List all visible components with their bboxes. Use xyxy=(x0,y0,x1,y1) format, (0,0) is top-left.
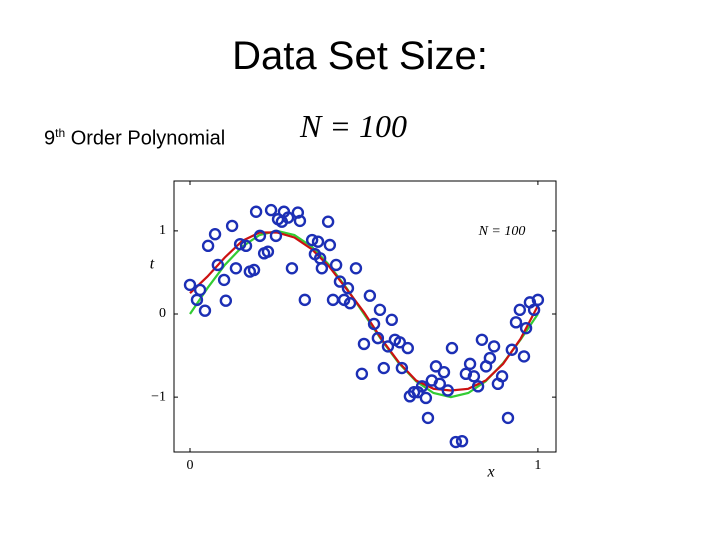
data-point xyxy=(315,262,329,275)
data-point xyxy=(239,239,253,253)
data-point xyxy=(393,336,406,349)
data-point xyxy=(463,357,477,371)
data-point xyxy=(367,317,381,331)
data-point xyxy=(323,238,337,252)
x-tick-label: 1 xyxy=(534,458,541,473)
data-point xyxy=(441,384,455,397)
data-point xyxy=(475,333,489,346)
data-point xyxy=(253,229,267,243)
formula: N = 100 xyxy=(300,108,407,145)
data-point xyxy=(305,233,319,247)
curve xyxy=(189,231,539,392)
data-point xyxy=(487,340,501,353)
data-point xyxy=(208,228,222,241)
data-point xyxy=(249,205,263,218)
data-point xyxy=(349,262,363,275)
data-point xyxy=(513,303,527,317)
data-point xyxy=(293,214,307,228)
data-point xyxy=(381,340,395,353)
data-point xyxy=(355,367,369,381)
data-point xyxy=(190,293,204,307)
y-tick-label: 0 xyxy=(159,306,166,321)
data-point xyxy=(433,377,446,391)
data-point xyxy=(285,262,299,275)
x-tick-label: 0 xyxy=(187,458,194,473)
data-point xyxy=(437,365,451,379)
data-point xyxy=(407,385,421,399)
data-point xyxy=(183,278,197,292)
data-point xyxy=(225,219,239,233)
data-point xyxy=(429,360,443,373)
data-point xyxy=(298,293,312,307)
data-point xyxy=(505,343,519,356)
data-point xyxy=(455,434,469,448)
data-point xyxy=(291,206,305,219)
data-point xyxy=(343,296,357,310)
x-axis-label: x xyxy=(486,464,494,481)
data-point xyxy=(217,273,231,287)
data-point xyxy=(467,370,481,383)
data-point xyxy=(483,351,497,365)
slide-title: Data Set Size: xyxy=(232,34,488,78)
data-point xyxy=(519,321,533,335)
order-text: Order Polynomial xyxy=(70,127,226,150)
data-point xyxy=(321,215,335,228)
data-point xyxy=(373,303,387,317)
subtitle: 9th Order Polynomial xyxy=(44,126,225,151)
data-point xyxy=(329,258,343,272)
data-point xyxy=(501,411,515,425)
data-point xyxy=(517,350,531,363)
data-point xyxy=(421,411,435,425)
annotation: N = 100 xyxy=(478,224,526,239)
data-point xyxy=(341,282,355,295)
y-axis-label: t xyxy=(150,256,155,273)
data-point xyxy=(371,331,385,345)
data-point xyxy=(261,245,275,258)
formula-text: N = 100 xyxy=(300,108,407,144)
data-point xyxy=(385,313,398,327)
order-number: 9 xyxy=(44,127,56,150)
data-point xyxy=(333,275,347,288)
data-point xyxy=(377,361,390,375)
data-point xyxy=(211,258,225,272)
data-point xyxy=(419,391,433,405)
data-point xyxy=(531,293,545,307)
data-point xyxy=(459,367,473,381)
data-point xyxy=(219,294,233,307)
data-point xyxy=(233,237,247,251)
data-point xyxy=(269,229,283,243)
data-point xyxy=(201,239,215,253)
data-point xyxy=(395,361,409,375)
y-tick-label: −1 xyxy=(151,389,166,404)
data-point xyxy=(471,380,485,393)
data-point xyxy=(527,303,541,317)
order-suffix: th xyxy=(55,126,66,140)
data-point xyxy=(363,289,377,302)
data-point xyxy=(264,203,278,217)
data-point xyxy=(281,211,295,224)
y-tick-label: 1 xyxy=(159,223,166,238)
data-point xyxy=(495,370,509,383)
data-point xyxy=(247,263,261,277)
data-point xyxy=(509,316,523,329)
data-point xyxy=(311,235,325,248)
data-point xyxy=(445,341,459,355)
data-point xyxy=(449,435,463,449)
data-point xyxy=(415,380,429,393)
data-point xyxy=(198,304,212,317)
data-point xyxy=(357,337,371,351)
data-point xyxy=(229,262,243,275)
data-point xyxy=(401,341,414,355)
